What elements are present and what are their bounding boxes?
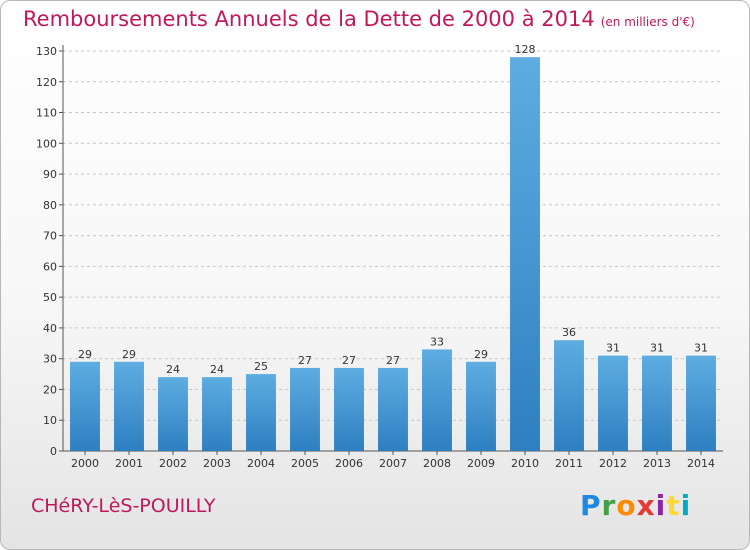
x-tick-label-2007: 2007 [379,457,407,470]
proxiti-logo: Proxiti [580,489,692,522]
x-tick-label-2002: 2002 [159,457,187,470]
bars [70,57,716,452]
x-tick-label-2011: 2011 [555,457,583,470]
labels: 29 29 24 24 25 27 27 27 33 29 128 36 31 31 31 [78,43,708,376]
x-tick-label-2003: 2003 [203,457,231,470]
value-label-2009: 29 [474,348,488,361]
bar-2009 [466,361,496,451]
y-tick-label-40: 40 [43,322,57,335]
value-label-2003: 24 [210,363,224,376]
bar-2005 [290,367,320,451]
y-tick-label-100: 100 [36,137,57,150]
value-label-2013: 31 [650,342,664,355]
value-label-2006: 27 [342,354,356,367]
x-tick-label-2006: 2006 [335,457,363,470]
bar-2004 [246,374,276,451]
value-label-2000: 29 [78,348,92,361]
bar-2000 [70,361,100,451]
bar-2014 [686,355,716,451]
chart-subtitle: (en milliers d'€) [600,15,695,29]
x-tick-label-2004: 2004 [247,457,275,470]
x-tick-label-2010: 2010 [511,457,539,470]
bar-2001 [114,361,144,451]
y-tick-label-130: 130 [36,45,57,58]
x-tick-label-2014: 2014 [687,457,715,470]
x-tick-label-2009: 2009 [467,457,495,470]
y-tick-label-10: 10 [43,414,57,427]
chart-title: Remboursements Annuels de la Dette de 20… [23,7,695,31]
bar-2008 [422,349,452,451]
y-tick-label-60: 60 [43,260,57,273]
y-tick-label-30: 30 [43,353,57,366]
value-label-2011: 36 [562,326,576,339]
value-label-2010: 128 [515,43,536,56]
value-label-2002: 24 [166,363,180,376]
value-label-2014: 31 [694,342,708,355]
y-tick-label-90: 90 [43,168,57,181]
x-tick-label-2008: 2008 [423,457,451,470]
value-label-2007: 27 [386,354,400,367]
x-tick-label-2001: 2001 [115,457,143,470]
y-tick-label-110: 110 [36,107,57,120]
x-tick-label-2012: 2012 [599,457,627,470]
value-label-2008: 33 [430,335,444,348]
bar-2010 [510,57,540,452]
bar-2011 [554,340,584,451]
bar-2012 [598,355,628,451]
commune-name: CHéRY-LèS-POUILLY [31,495,216,517]
bar-2013 [642,355,672,451]
value-label-2001: 29 [122,348,136,361]
x-tick-label-2000: 2000 [71,457,99,470]
y-tick-label-20: 20 [43,383,57,396]
value-label-2004: 25 [254,360,268,373]
y-tick-label-70: 70 [43,230,57,243]
bar-2002 [158,377,188,451]
y-tick-label-120: 120 [36,76,57,89]
chart-title-text: Remboursements Annuels de la Dette de 20… [23,7,595,31]
y-tick-label-0: 0 [50,445,57,458]
x-tick-label-2013: 2013 [643,457,671,470]
value-label-2005: 27 [298,354,312,367]
bar-2007 [378,367,408,451]
bar-2003 [202,377,232,451]
value-label-2012: 31 [606,342,620,355]
x-tick-label-2005: 2005 [291,457,319,470]
y-tick-label-80: 80 [43,199,57,212]
bar-2006 [334,367,364,451]
y-tick-label-50: 50 [43,291,57,304]
